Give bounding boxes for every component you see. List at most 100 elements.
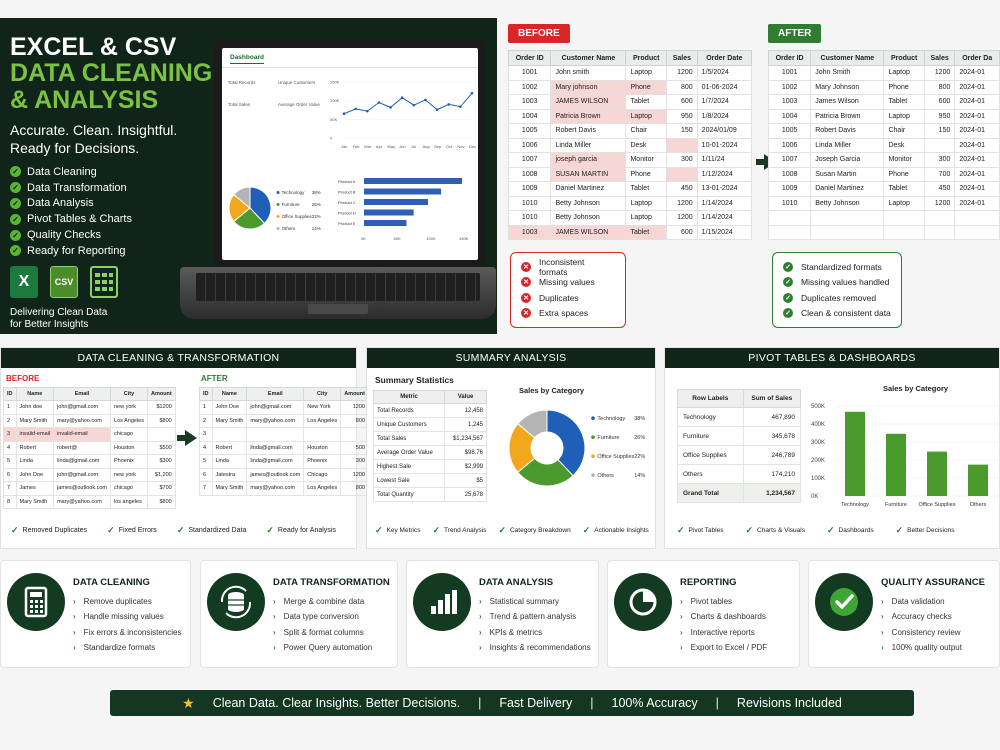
after-table: Order ID Customer Name Product Sales Order D… (767, 50, 1000, 240)
legend-value: 26% (312, 202, 321, 207)
table-cell: Susan Martin (810, 166, 885, 182)
table-cell: Betty Johnson (810, 195, 885, 211)
file-icons: X CSV (10, 266, 118, 298)
table-cell (767, 224, 812, 240)
table-row: Total Quantity 25,678 (372, 487, 487, 502)
table-row: 1008 Susan Martin Phone 700 2024-01 (767, 166, 1000, 182)
table-cell: 1/8/2024 (696, 108, 753, 124)
banner-item: Fast Delivery (499, 696, 573, 710)
table-cell: 345,678 (742, 426, 802, 446)
table-cell: 25,678 (444, 487, 487, 502)
bar (364, 220, 407, 226)
table-cell: joseph garcia (550, 152, 627, 168)
x-tick-label: May (388, 144, 396, 149)
pivot-checks: ✓ Pivot Tables ✓ Charts & Visuals ✓ Dashboard… (677, 525, 954, 536)
legend-label: Furniture (282, 202, 301, 207)
check-icon: ✓ (783, 308, 793, 319)
check-icon: ✓ (783, 277, 793, 288)
table-cell: Desk (625, 137, 668, 153)
summary-table: Metric Value Total Records 12,458 Unique Cus… (372, 390, 487, 502)
table-cell: Average Order Value (372, 445, 446, 460)
table-cell: 2024-01 (954, 79, 1000, 95)
x-tick-label: 50K (394, 236, 401, 241)
table-cell: 174,210 (742, 464, 802, 484)
table-cell: 01-06-2024 (696, 79, 753, 95)
y-tick-label: 0 (330, 136, 333, 141)
table-cell: 1003 (507, 94, 552, 110)
bar-label: Product E (338, 221, 356, 226)
table-cell: new york (110, 467, 148, 482)
table-cell: JAMES WILSON (550, 94, 627, 110)
table-cell: Linda (15, 454, 55, 469)
table-cell: mary@yahoo.com (53, 413, 111, 428)
card-list: Remove duplicatesHandle missing valuesFi… (73, 594, 182, 655)
data-point (470, 91, 474, 95)
tab-data[interactable]: Data (319, 54, 334, 61)
sales-line (343, 92, 473, 115)
x-tick-label: Oct (446, 144, 453, 149)
legend-label: Office Supplies (597, 454, 634, 460)
panel-title: SUMMARY ANALYSIS (367, 348, 655, 368)
results-box: ✓ Standardized formats ✓ Missing values han… (772, 252, 902, 328)
tab-dashboard[interactable]: Dashboard (230, 54, 264, 64)
result-label: Clean & consistent data (801, 308, 891, 319)
x-tick-label: 0K (361, 236, 366, 241)
table-cell: chicago (110, 427, 148, 442)
table-row: 6 John Doe john@gmail.com new york $1,200 (3, 467, 176, 482)
legend-swatch (276, 191, 280, 194)
check-item: ✓ Removed Duplicates (11, 525, 87, 536)
table-row: 1009 Daniel Martinez Tablet 450 13-01-2024 (507, 181, 753, 197)
y-tick-label: 400K (811, 422, 825, 428)
table-cell (954, 224, 1000, 240)
check-icon: ✓ (11, 525, 19, 535)
table-row: 1005 Robert Davis Chair 150 2024-01 (767, 123, 1000, 139)
check-item: ✓ Trend Analysis (433, 525, 487, 536)
table-cell: 600 (666, 224, 698, 240)
table-cell: Robert Davis (550, 123, 627, 139)
table-cell (923, 210, 956, 226)
sales-over-time-chart: Sales Over Time 150K 100K 50K 0 Jan Feb Mar Apr… (330, 70, 476, 160)
legend-label: Furniture (597, 435, 619, 441)
hero-footer-line-2: for Better Insights (10, 319, 89, 330)
check-label: Fixed Errors (118, 527, 157, 534)
table-cell: $800 (146, 494, 176, 509)
pivot-table: Row Labels Sum of Sales Technology 467,890 F… (677, 389, 802, 503)
pivot-bar-chart: 500K 400K 300K 200K 100K 0K Technology Furnitur… (811, 404, 1000, 508)
table-cell: 2 (199, 413, 213, 428)
table-cell: 1200 (666, 195, 698, 211)
legend-swatch (276, 203, 280, 206)
header-row: Order ID Customer Name Product Sales Order D… (767, 50, 1000, 66)
before-label: BEFORE (6, 374, 40, 383)
table-row: 1005 Robert Davis Chair 150 2024/01/09 (507, 123, 753, 139)
table-cell: robert@ (53, 440, 111, 455)
stats-title: Summary Statistics (375, 375, 454, 385)
data-point (365, 109, 369, 113)
issue-label: Extra spaces (539, 308, 589, 319)
total-row: Grand Total 1,234,567 (677, 483, 802, 503)
metric-value: 1,245 (278, 85, 304, 96)
feature-label: Data Transformation (27, 181, 127, 194)
summary-checks: ✓ Key Metrics ✓ Trend Analysis ✓ Category Bre… (375, 525, 649, 536)
table-cell: Laptop (625, 195, 668, 211)
table-cell: john@gmail.com (246, 400, 305, 415)
table-row: 1010 Betty Johnson Laptop 1200 1/14/2024 (507, 195, 753, 211)
pie-slice (517, 457, 574, 487)
card-list-item: Charts & dashboards (680, 609, 767, 624)
tab-summary[interactable]: Summary (277, 54, 306, 61)
table-cell: New York (303, 400, 342, 415)
table-cell: 1200 (923, 65, 956, 81)
table-cell: Desk (883, 137, 925, 153)
table-cell: Daniel Martinez (810, 181, 885, 197)
pie-chart-icon (614, 573, 672, 631)
table-cell: james@outlook.com (53, 481, 111, 496)
table-cell: 1009 (507, 181, 552, 197)
check-icon: ✓ (783, 292, 793, 303)
table-cell: James (15, 481, 55, 496)
x-tick-label: Mar (364, 144, 372, 149)
mini-pie-svg: Technology 38% Furniture 26% Office Supplies… (228, 186, 321, 231)
table-cell: linda@gmail.com (53, 454, 111, 469)
column-header: Order Da (954, 50, 1000, 66)
table-row: Unique Customers 1,245 (372, 417, 487, 432)
service-card: DATA TRANSFORMATION Merge & combine dataD… (200, 560, 398, 668)
table-cell: 800 (666, 79, 698, 95)
